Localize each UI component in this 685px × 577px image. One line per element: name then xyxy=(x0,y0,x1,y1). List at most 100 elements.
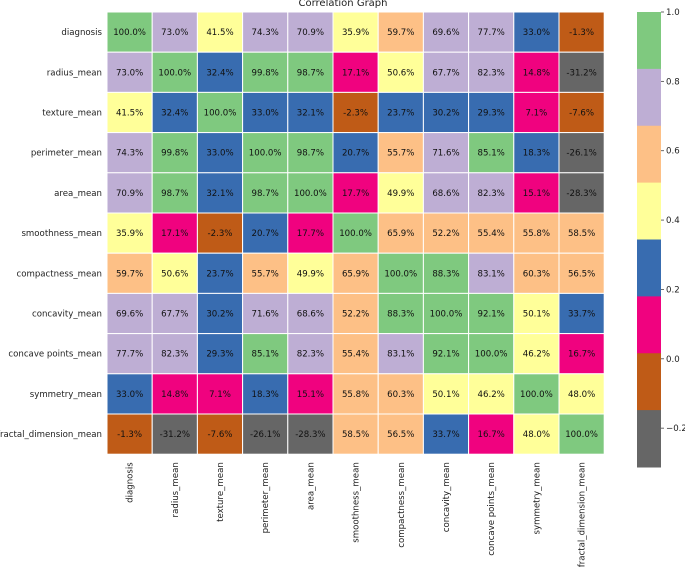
x-tick-label: perimeter_mean xyxy=(261,462,271,533)
cell-value-label: -26.1% xyxy=(250,430,280,440)
heatmap-cell xyxy=(513,333,560,375)
heatmap-cell xyxy=(106,413,153,455)
heatmap-cell xyxy=(332,373,379,415)
heatmap-cell xyxy=(332,91,379,134)
y-tick-label: texture_mean xyxy=(42,109,102,119)
cell-value-label: 92.1% xyxy=(432,350,459,360)
cell-value-label: 100.0% xyxy=(520,390,553,400)
cell-value-label: 65.9% xyxy=(387,229,414,239)
cell-value-label: 16.7% xyxy=(568,350,595,360)
cell-value-label: 50.6% xyxy=(161,269,188,279)
heatmap-cell xyxy=(196,333,244,375)
cell-value-label: 55.4% xyxy=(342,350,369,360)
cell-value-label: 52.2% xyxy=(432,229,459,239)
heatmap-cell xyxy=(332,212,379,254)
heatmap-cell xyxy=(513,292,560,335)
x-tick-label: fractal_dimension_mean xyxy=(578,462,588,567)
cell-value-label: 41.5% xyxy=(206,28,233,38)
cell-value-label: 23.7% xyxy=(387,109,414,119)
cell-value-label: 100.0% xyxy=(113,28,146,38)
heatmap-cell xyxy=(558,172,605,214)
cell-value-label: 17.7% xyxy=(342,189,369,199)
heatmap-cell xyxy=(468,132,515,174)
y-tick-label: radius_mean xyxy=(47,68,102,78)
cell-value-label: 60.3% xyxy=(523,269,550,279)
colorbar: 1.0 0.8 0.6 0.4 0.2 0.0 −0.2 xyxy=(637,8,685,468)
heatmap-cell xyxy=(287,172,334,214)
cell-value-label: 58.5% xyxy=(342,430,369,440)
cell-value-label: 35.9% xyxy=(342,28,369,38)
heatmap-cell xyxy=(332,292,379,335)
heatmap-cell xyxy=(422,373,470,415)
cell-value-label: 30.2% xyxy=(206,310,233,320)
heatmap-cell xyxy=(196,172,244,214)
x-tick-label: concavity_mean xyxy=(442,462,452,532)
cell-value-label: -31.2% xyxy=(566,68,596,78)
heatmap-cell xyxy=(558,333,605,375)
heatmap-cell xyxy=(151,252,198,294)
cell-value-label: 73.0% xyxy=(116,68,143,78)
cell-value-label: 18.3% xyxy=(252,390,279,400)
colorbar-tick-label: 0.4 xyxy=(666,216,680,226)
x-tick-label: compactness_mean xyxy=(397,462,407,548)
y-tick-label: fractal_dimension_mean xyxy=(0,430,102,440)
cell-value-label: 70.9% xyxy=(116,189,143,199)
heatmap-cell xyxy=(106,373,153,415)
cell-value-label: 15.1% xyxy=(297,390,324,400)
heatmap-cell xyxy=(468,172,515,214)
cell-value-label: 100.0% xyxy=(384,269,417,279)
heatmap-cell xyxy=(513,11,560,53)
cell-value-label: 32.4% xyxy=(161,109,188,119)
cell-value-label: 33.0% xyxy=(523,28,550,38)
heatmap-cells: 100.0% 73.0% 41.5% 74.3% 70.9% 35.9% 59.7% 69.6… xyxy=(106,11,605,455)
cell-value-label: 56.5% xyxy=(568,269,595,279)
cell-value-label: 98.7% xyxy=(252,189,279,199)
cell-value-label: 68.6% xyxy=(432,189,459,199)
heatmap-cell xyxy=(558,212,605,254)
cell-value-label: 49.9% xyxy=(297,269,324,279)
heatmap-cell xyxy=(513,252,560,294)
cell-value-label: 50.1% xyxy=(432,390,459,400)
heatmap-cell xyxy=(558,51,605,93)
cell-value-label: 14.8% xyxy=(523,68,550,78)
cell-value-label: 56.5% xyxy=(387,430,414,440)
cell-value-label: -26.1% xyxy=(566,149,596,159)
heatmap-cell xyxy=(106,91,153,134)
heatmap-cell xyxy=(332,413,379,455)
cell-value-label: 55.7% xyxy=(252,269,279,279)
cell-value-label: 50.1% xyxy=(523,310,550,320)
heatmap-cell xyxy=(422,11,470,53)
y-tick-label: smoothness_mean xyxy=(21,229,102,239)
cell-value-label: 59.7% xyxy=(387,28,414,38)
cell-value-label: 85.1% xyxy=(478,149,505,159)
cell-value-label: 32.1% xyxy=(297,109,324,119)
cell-value-label: 68.6% xyxy=(297,310,324,320)
cell-value-label: 46.2% xyxy=(478,390,505,400)
x-tick-label: concave points_mean xyxy=(487,462,497,556)
chart-title: Correlation Graph xyxy=(299,0,388,9)
colorbar-segment xyxy=(637,239,661,297)
x-tick-label: texture_mean xyxy=(216,462,226,522)
heatmap-cell xyxy=(332,172,379,214)
heatmap-cell xyxy=(377,292,424,335)
cell-value-label: 100.0% xyxy=(249,149,282,159)
cell-value-label: 50.6% xyxy=(387,68,414,78)
heatmap-cell xyxy=(106,11,153,53)
cell-value-label: -31.2% xyxy=(160,430,190,440)
cell-value-label: 98.7% xyxy=(297,149,324,159)
cell-value-label: 48.0% xyxy=(523,430,550,440)
y-tick-label: concave points_mean xyxy=(8,350,102,360)
cell-value-label: 55.7% xyxy=(387,149,414,159)
cell-value-label: 67.7% xyxy=(432,68,459,78)
cell-value-label: 85.1% xyxy=(252,350,279,360)
colorbar-segment xyxy=(637,125,661,184)
heatmap-cell xyxy=(287,413,334,455)
heatmap-cell xyxy=(377,51,424,93)
x-tick-label: area_mean xyxy=(306,462,316,510)
colorbar-tick-label: 1.0 xyxy=(666,8,680,18)
cell-value-label: 58.5% xyxy=(568,229,595,239)
cell-value-label: 33.0% xyxy=(116,390,143,400)
cell-value-label: 98.7% xyxy=(297,68,324,78)
heatmap-cell xyxy=(468,373,515,415)
y-tick-label: diagnosis xyxy=(61,28,102,38)
